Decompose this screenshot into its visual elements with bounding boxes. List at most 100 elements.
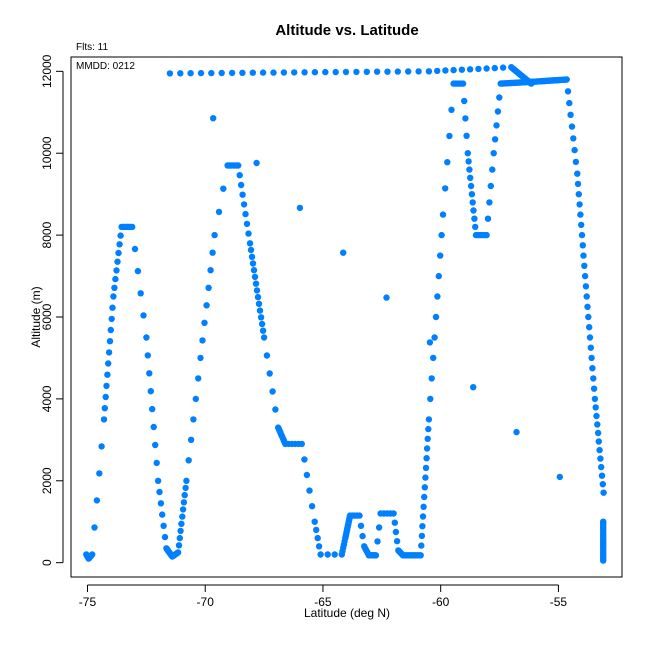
data-point [201,319,208,326]
data-point [117,232,124,239]
data-point [556,473,563,481]
data-point [251,273,259,281]
data-point [308,503,316,510]
data-point [383,294,390,301]
y-tick-label: 10000 [40,136,54,170]
data-point [342,68,350,76]
flights-annotation: Flts: 11 [76,42,108,53]
data-point [105,360,112,367]
data-point [588,354,595,362]
data-point [487,182,494,190]
data-point [571,146,578,154]
data-point [594,421,601,428]
data-point [115,249,122,257]
data-point [578,231,586,239]
data-point [332,68,339,76]
date-annotation: MMDD: 0212 [76,61,135,72]
data-point [570,135,577,142]
data-point [426,339,434,346]
data-point [580,252,587,259]
data-point [461,97,468,105]
data-point [587,344,594,351]
data-point [250,267,258,274]
data-point [437,252,444,259]
data-point [110,293,117,300]
data-point [484,215,492,222]
data-point [160,522,167,529]
data-point [239,191,246,198]
data-point [472,223,479,231]
data-point [220,185,227,192]
x-tick-label: -65 [314,595,332,609]
data-point [469,199,476,206]
data-point [434,67,441,75]
data-point [594,429,602,437]
data-point [131,245,139,253]
data-point [104,371,111,378]
data-point [259,327,267,334]
data-point [581,272,589,280]
data-point [425,425,432,433]
data-point [583,293,590,300]
data-point [421,493,428,501]
data-point [391,519,398,526]
data-point [578,221,585,229]
data-point [146,370,153,377]
data-point [301,456,308,463]
data-point [108,315,115,323]
data-point [374,538,381,545]
data-point [176,534,183,542]
data-point [572,158,580,166]
data-point [600,489,607,496]
data-point [420,503,427,510]
data-point [442,185,449,192]
data-point [439,211,447,218]
data-point [577,211,584,218]
data-point [182,484,189,492]
data-point [459,80,467,87]
data-point [157,500,165,507]
data-point [266,370,273,377]
data-point [435,272,442,280]
data-point [301,69,308,76]
data-point [116,241,123,248]
data-point [491,64,498,72]
data-point [93,497,101,504]
data-point [489,166,496,173]
data-point [357,522,365,529]
y-axis-label: Altitude (m) [29,286,43,347]
data-point [586,324,593,331]
data-point [197,69,205,77]
data-point [494,108,502,115]
data-point [311,69,319,76]
data-point [101,405,109,412]
data-point [166,70,174,77]
data-point [513,428,520,436]
data-point [589,365,596,372]
data-point [105,349,113,356]
data-point [486,199,493,206]
data-point [228,69,236,77]
data-point [448,106,455,114]
data-point [442,67,449,74]
y-axis: 0 2000 4000 6000 8000 10000 12000 [40,54,64,566]
data-point [499,64,507,71]
data-point [418,532,426,540]
data-point [593,412,600,420]
y-tick-label: 2000 [40,467,54,494]
data-point [150,423,157,431]
data-point [240,201,248,208]
data-point [394,68,401,75]
data-point [263,352,271,359]
data-point [154,477,162,484]
data-point [475,65,482,73]
data-point [582,283,590,290]
data-point [98,443,105,450]
data-point [161,533,169,541]
plot-frame [70,56,623,578]
data-point [419,523,426,530]
data-point [280,69,288,76]
data-point [373,68,381,75]
data-point [209,249,216,256]
data-point [563,76,570,83]
